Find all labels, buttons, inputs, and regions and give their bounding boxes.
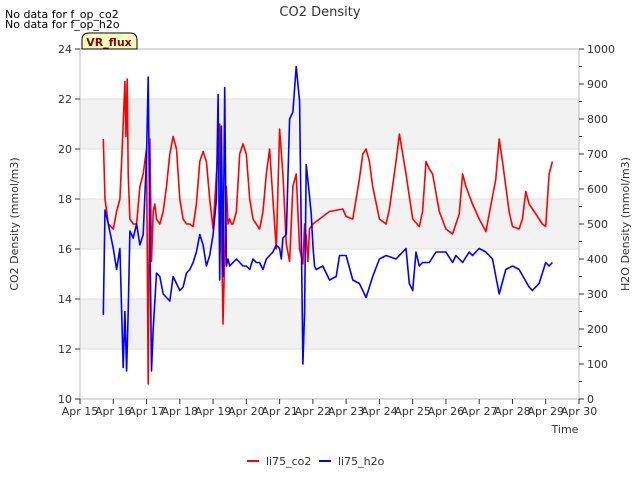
y2-tick-label: 1000 (587, 43, 615, 56)
y2-tick-label: 0 (587, 393, 594, 406)
y2-tick-label: 500 (587, 218, 608, 231)
y-tick-label: 24 (58, 43, 72, 56)
y-tick-label: 22 (58, 93, 72, 106)
y-tick-label: 20 (58, 143, 72, 156)
y2-tick-label: 600 (587, 183, 608, 196)
grid-band (80, 349, 579, 399)
grid-band (80, 299, 579, 349)
y2-tick-label: 400 (587, 253, 608, 266)
x-tick-label: Apr 18 (162, 405, 199, 418)
y2-tick-label: 300 (587, 288, 608, 301)
y2-tick-label: 900 (587, 78, 608, 91)
legend-label-li75_co2: li75_co2 (266, 455, 311, 468)
y-tick-label: 18 (58, 193, 72, 206)
x-tick-label: Apr 28 (494, 405, 531, 418)
y-tick-label: 16 (58, 243, 72, 256)
legend-label-li75_h2o: li75_h2o (338, 455, 385, 468)
grid-band (80, 99, 579, 149)
x-tick-label: Apr 27 (461, 405, 498, 418)
x-tick-label: Apr 19 (195, 405, 232, 418)
y2-axis-label: H2O Density (mmol/m3) (619, 157, 632, 291)
chart-title: CO2 Density (279, 5, 360, 20)
y2-tick-label: 800 (587, 113, 608, 126)
x-tick-label: Apr 24 (361, 405, 398, 418)
x-tick-label: Apr 22 (295, 405, 332, 418)
x-axis-label: Time (551, 423, 579, 436)
grid-band (80, 49, 579, 99)
series-layer (102, 65, 554, 385)
x-tick-label: Apr 15 (62, 405, 99, 418)
x-tick-label: Apr 16 (95, 405, 132, 418)
x-tick-label: Apr 23 (328, 405, 365, 418)
no-data-note-h2o: No data for f_op_h2o (5, 18, 120, 31)
no-data-note-co2: No data for f_op_co2 (5, 8, 119, 21)
x-tick-label: Apr 29 (527, 405, 564, 418)
x-tick-label: Apr 17 (128, 405, 165, 418)
x-tick-label: Apr 20 (228, 405, 265, 418)
series-line-li75_co2 (102, 78, 554, 385)
y-axis-label: CO2 Density (mmol/m3) (8, 157, 21, 290)
x-tick-label: Apr 30 (561, 405, 598, 418)
x-tick-label: Apr 26 (428, 405, 465, 418)
legend: li75_co2 li75_h2o (247, 455, 385, 468)
y2-tick-label: 100 (587, 358, 608, 371)
y-tick-label: 14 (58, 293, 72, 306)
y-tick-label: 10 (58, 393, 72, 406)
series-line-li75_h2o (102, 65, 553, 372)
x-tick-label: Apr 25 (394, 405, 431, 418)
badge-label: VR_flux (86, 36, 132, 49)
vr-flux-badge: VR_flux (81, 32, 138, 50)
badge-shape (81, 32, 138, 50)
y2-tick-label: 700 (587, 148, 608, 161)
grid-bands (80, 49, 579, 400)
y-tick-label: 12 (58, 343, 72, 356)
x-tick-label: Apr 21 (261, 405, 298, 418)
y2-tick-label: 200 (587, 323, 608, 336)
